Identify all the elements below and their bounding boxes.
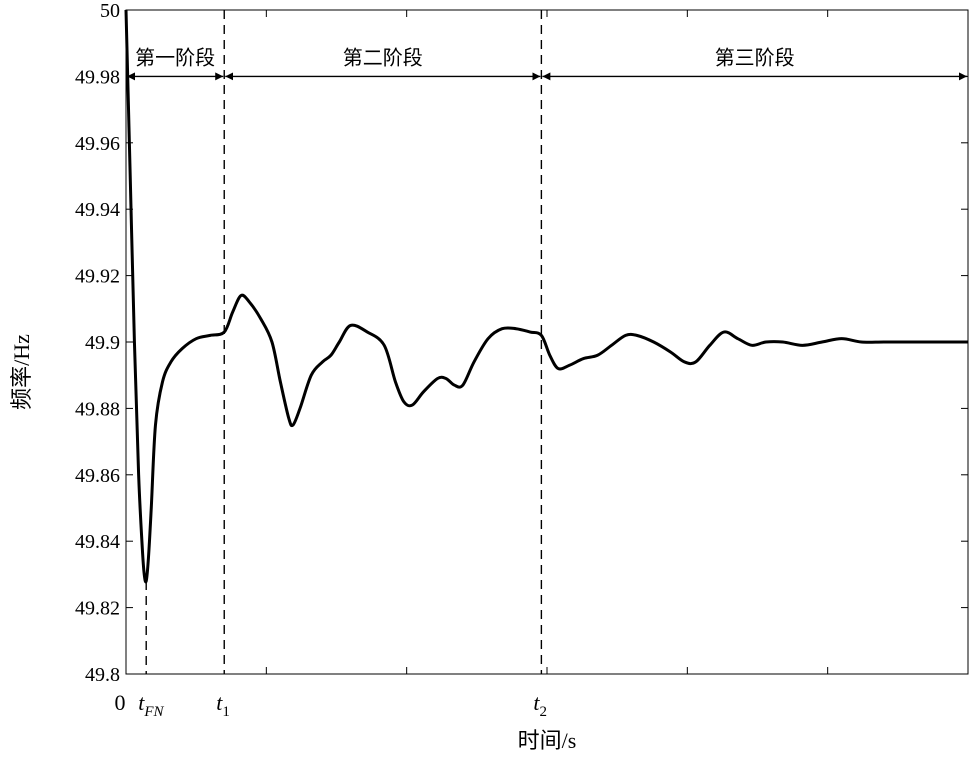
x-tick-label-2: tFN [138,690,164,720]
x-axis [125,10,969,674]
y-tick-label: 50 [100,0,120,22]
x-tick-labels: 0 tFN t1 t2 [115,690,548,720]
stage-label-1: 第一阶段 [135,46,215,69]
y-tick-label: 49.86 [75,465,120,487]
plot-frame [125,9,969,675]
y-tick-label: 49.92 [75,266,120,288]
y-tick-label: 49.98 [75,66,120,88]
x-tick-label-4: t2 [533,690,547,720]
x-tick-label-3: t1 [216,690,230,720]
y-tick-label: 49.9 [85,332,120,354]
stage-label-2: 第二阶段 [343,46,423,69]
y-tick-label: 49.82 [75,598,120,620]
y-axis-label: 频率/Hz [9,334,34,410]
x-axis-label: 时间/s [518,728,577,753]
y-tick-label: 49.8 [85,664,120,686]
y-axis: 49.8 49.82 49.84 49.86 49.88 49.9 49.92 49.94 49… [75,0,968,686]
stage-annotations: 第一阶段 第二阶段 第三阶段 [127,46,967,81]
stage-label-3: 第三阶段 [715,46,795,69]
x-tick-label-1: 0 [115,690,126,715]
y-tick-label: 49.96 [75,133,120,155]
y-tick-label: 49.88 [75,398,120,420]
y-tick-label: 49.94 [75,199,120,221]
stage-boundaries [145,10,543,674]
series-line-1 [124,9,968,584]
y-tick-label: 49.84 [75,531,120,553]
series-group [124,9,968,584]
